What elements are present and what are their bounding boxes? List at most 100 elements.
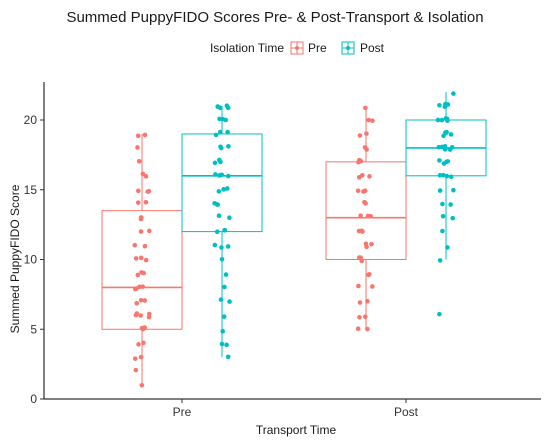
point-post-isolation-pre-transport-30 [212,160,218,166]
point-pre-isolation-pre-transport-43 [142,132,148,138]
point-pre-isolation-post-transport-23 [363,201,368,206]
point-post-isolation-post-transport-16 [437,158,442,163]
point-post-isolation-pre-transport-27 [219,172,225,178]
y-tick-label-5: 5 [30,322,37,336]
point-pre-isolation-post-transport-37 [366,117,371,123]
point-pre-isolation-post-transport-3 [363,314,368,320]
point-pre-isolation-pre-transport-27 [138,255,144,261]
point-post-isolation-post-transport-12 [437,173,443,178]
point-pre-isolation-post-transport-18 [359,228,364,234]
point-pre-isolation-post-transport-21 [365,213,371,219]
point-post-isolation-pre-transport-43 [224,103,230,108]
x-tick-label-post: Post [394,405,419,419]
point-pre-isolation-post-transport-14 [369,241,374,247]
point-pre-isolation-pre-transport-2 [138,354,144,360]
point-pre-isolation-post-transport-4 [365,298,370,304]
point-post-isolation-post-transport-2 [445,245,450,250]
point-post-isolation-pre-transport-12 [219,245,224,250]
legend-title: Isolation Time [210,41,284,55]
point-post-isolation-pre-transport-4 [221,314,227,319]
point-post-isolation-pre-transport-35 [213,132,219,138]
point-pre-isolation-pre-transport-5 [136,342,141,347]
point-pre-isolation-pre-transport-15 [142,298,148,303]
point-pre-isolation-pre-transport-35 [143,199,149,205]
point-post-isolation-post-transport-38 [451,91,456,96]
point-post-isolation-post-transport-8 [437,188,443,193]
point-post-isolation-post-transport-4 [440,213,446,219]
point-pre-isolation-pre-transport-14 [138,313,144,318]
point-pre-isolation-pre-transport-36 [136,188,141,194]
point-post-isolation-pre-transport-39 [223,117,229,123]
point-post-isolation-pre-transport-5 [218,297,224,302]
point-post-isolation-post-transport-32 [443,116,449,121]
point-post-isolation-post-transport-11 [444,173,450,179]
point-pre-isolation-pre-transport-17 [138,297,144,303]
point-post-isolation-post-transport-0 [437,311,442,317]
point-post-isolation-pre-transport-29 [216,157,222,163]
point-post-isolation-pre-transport-14 [222,227,228,233]
point-pre-isolation-post-transport-32 [356,159,361,165]
point-pre-isolation-pre-transport-39 [143,174,149,179]
point-post-isolation-pre-transport-11 [212,242,218,248]
point-pre-isolation-post-transport-34 [364,147,369,152]
point-pre-isolation-pre-transport-29 [142,243,148,249]
point-post-isolation-pre-transport-26 [213,172,218,177]
box-pre-isolation-pre-transport-iqr [101,210,183,330]
point-post-isolation-post-transport-7 [440,201,445,207]
point-pre-isolation-pre-transport-24 [141,270,146,276]
point-post-isolation-pre-transport-34 [217,129,223,135]
legend-label-pre: Pre [308,41,327,55]
point-pre-isolation-pre-transport-25 [143,257,149,263]
point-post-isolation-post-transport-21 [449,144,455,150]
point-post-isolation-pre-transport-17 [227,215,232,221]
legend: Isolation Time Pre Post [210,41,385,55]
point-pre-isolation-pre-transport-1 [133,367,139,373]
point-post-isolation-pre-transport-10 [225,244,231,249]
point-post-isolation-pre-transport-23 [224,186,230,191]
y-tick-label-10: 10 [24,253,38,267]
point-post-isolation-pre-transport-2 [224,342,229,348]
legend-label-post: Post [360,41,385,55]
point-pre-isolation-pre-transport-16 [134,300,140,306]
point-pre-isolation-post-transport-20 [358,213,363,218]
point-pre-isolation-pre-transport-40 [140,171,146,177]
point-pre-isolation-pre-transport-38 [146,188,152,194]
point-pre-isolation-pre-transport-33 [138,215,144,220]
point-pre-isolation-pre-transport-4 [141,340,146,346]
point-post-isolation-pre-transport-16 [216,213,222,219]
point-pre-isolation-pre-transport-42 [135,145,140,150]
point-pre-isolation-post-transport-1 [365,326,370,332]
point-post-isolation-pre-transport-20 [215,202,221,207]
point-post-isolation-pre-transport-7 [222,284,227,290]
x-tick-label-pre: Pre [173,405,192,419]
point-post-isolation-post-transport-23 [436,145,442,150]
point-post-isolation-post-transport-1 [437,258,443,263]
point-post-isolation-post-transport-17 [441,161,447,166]
y-axis-title: Summed PuppyFIDO Score [8,184,22,333]
point-post-isolation-post-transport-25 [448,132,454,137]
point-pre-isolation-post-transport-7 [356,283,361,289]
point-pre-isolation-post-transport-24 [355,188,361,194]
point-pre-isolation-pre-transport-0 [139,382,145,388]
point-pre-isolation-post-transport-2 [357,314,362,320]
point-pre-isolation-pre-transport-34 [135,200,141,205]
point-pre-isolation-pre-transport-44 [135,133,141,139]
point-post-isolation-pre-transport-21 [216,189,222,194]
point-pre-isolation-pre-transport-41 [136,158,142,164]
point-pre-isolation-post-transport-26 [361,189,366,194]
point-pre-isolation-post-transport-35 [364,131,369,136]
point-pre-isolation-pre-transport-31 [138,229,144,234]
point-post-isolation-post-transport-5 [450,215,456,221]
y-tick-label-0: 0 [30,392,37,406]
point-post-isolation-post-transport-15 [445,159,451,164]
point-pre-isolation-post-transport-29 [356,175,362,180]
point-pre-isolation-post-transport-12 [357,255,362,260]
point-pre-isolation-pre-transport-28 [132,242,138,248]
point-post-isolation-post-transport-10 [441,172,446,178]
point-pre-isolation-pre-transport-3 [132,356,138,361]
legend-key-pre [290,41,304,55]
point-post-isolation-pre-transport-3 [220,328,226,334]
point-pre-isolation-pre-transport-26 [133,256,139,261]
point-post-isolation-pre-transport-1 [219,341,225,347]
